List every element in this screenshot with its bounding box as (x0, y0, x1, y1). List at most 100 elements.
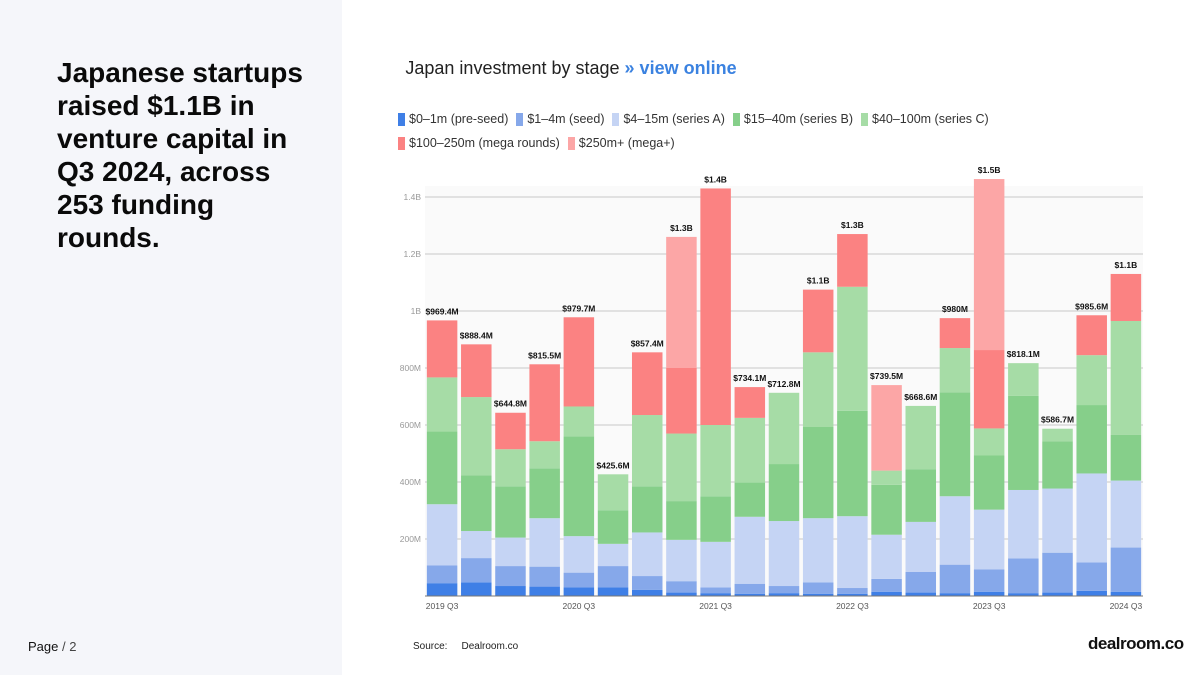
legend-label: $15–40m (series B) (743, 112, 853, 126)
y-tick-label: 200M (400, 534, 421, 544)
bar-segment (700, 593, 731, 596)
bar-segment (461, 558, 492, 583)
bar-segment (461, 531, 492, 559)
dealroom-logo: dealroom.co (1088, 634, 1184, 653)
legend-item[interactable]: $40–100m (series C) (861, 111, 989, 127)
legend-item[interactable]: $15–40m (series B) (732, 111, 853, 127)
bar-segment (495, 449, 526, 487)
bar-segment (631, 352, 663, 416)
y-tick-label: 800M (400, 363, 421, 373)
bar-total-label: $586.7M (1041, 415, 1074, 425)
legend-item[interactable]: $4–15m (series A) (612, 111, 725, 127)
bar-segment (837, 286, 868, 411)
bar-segment (495, 412, 526, 450)
bar-segment (495, 566, 526, 587)
bar-segment (837, 588, 868, 594)
bar-segment (1042, 441, 1073, 489)
legend-label: $250m+ (mega+) (578, 136, 675, 150)
bar-segment (802, 518, 834, 583)
bar-segment (871, 591, 902, 596)
bar-segment (426, 565, 458, 584)
bar-segment (905, 521, 937, 572)
bar-total-label: $1.4B (704, 174, 727, 184)
legend-item[interactable]: $1–4m (seed) (516, 111, 604, 127)
y-tick-label: 1B (411, 306, 422, 316)
bar-segment (631, 576, 663, 590)
page-indicator: Page / 2 (28, 639, 76, 654)
bar-segment (631, 415, 663, 487)
view-online-link[interactable]: » view online (624, 58, 737, 78)
bar-segment (768, 464, 800, 522)
bar-segment (837, 593, 868, 596)
bar-segment (905, 405, 937, 470)
bar-segment (973, 509, 1005, 570)
bar-segment (905, 469, 937, 522)
source-line: Source: Dealroom.co (413, 641, 518, 652)
bar-segment (871, 578, 902, 592)
bar-total-label: $739.5M (870, 371, 903, 381)
legend-item[interactable]: $0–1m (pre-seed) (398, 111, 508, 127)
legend-label: $4–15m (series A) (623, 112, 725, 126)
bar-total-label: $1.3B (670, 223, 693, 233)
legend-swatch (567, 136, 575, 150)
bar-total-label: $815.5M (528, 350, 561, 360)
bar-segment (734, 387, 766, 418)
bar-segment (1076, 590, 1107, 596)
legend-item[interactable]: $250m+ (mega+) (567, 135, 675, 151)
bar-segment (734, 417, 766, 483)
bar-segment (529, 441, 560, 469)
bar-segment (563, 536, 595, 573)
bar-segment (1042, 488, 1073, 553)
bar-total-label: $1.1B (807, 276, 830, 286)
x-tick-label: 2023 Q3 (973, 601, 1006, 611)
bar-segment (666, 236, 697, 368)
legend-item[interactable]: $100–250m (mega rounds) (398, 135, 560, 151)
bar-total-label: $985.6M (1075, 301, 1108, 311)
bar-segment (973, 455, 1005, 510)
bar-segment (563, 587, 595, 596)
bar-segment (666, 592, 697, 596)
bar-segment (734, 583, 766, 594)
source-value: Dealroom.co (461, 641, 519, 652)
bar-segment (871, 484, 902, 535)
y-tick-label: 600M (400, 420, 421, 430)
legend-swatch (612, 112, 620, 126)
y-tick-label: 1.4B (404, 192, 422, 202)
legend-label: $100–250m (mega rounds) (409, 136, 560, 150)
bar-segment (495, 537, 526, 567)
bar-segment (768, 593, 800, 596)
bar-segment (1076, 315, 1107, 356)
bar-segment (973, 428, 1005, 456)
bar-segment (529, 586, 560, 596)
x-tick-label: 2022 Q3 (836, 601, 869, 611)
bar-segment (631, 486, 663, 533)
bar-segment (1110, 320, 1142, 435)
bar-segment (871, 470, 902, 485)
bar-segment (939, 593, 971, 596)
bar-segment (666, 368, 697, 434)
chart-legend: $0–1m (pre-seed) $1–4m (seed) $4–15m (seri… (398, 111, 1158, 159)
legend-swatch (732, 112, 740, 126)
bar-segment (1008, 558, 1039, 594)
bar-segment (734, 482, 766, 517)
y-tick-label: 1.2B (404, 249, 422, 259)
bar-segment (563, 572, 595, 588)
bar-segment (802, 352, 834, 427)
bar-segment (1110, 480, 1142, 548)
bar-segment (768, 392, 800, 465)
bar-segment (768, 586, 800, 594)
bar-total-label: $818.1M (1007, 349, 1040, 359)
left-panel (0, 0, 342, 675)
bar-segment (529, 566, 560, 587)
bar-segment (1110, 547, 1142, 592)
bar-segment (939, 496, 971, 565)
bar-segment (939, 392, 971, 497)
bar-segment (802, 289, 834, 353)
bar-segment (1042, 428, 1073, 442)
bar-total-label: $1.1B (1115, 260, 1138, 270)
chart-title: Japan investment by stage (405, 58, 620, 78)
x-tick-label: 2021 Q3 (699, 601, 732, 611)
legend-swatch (398, 112, 405, 126)
bar-segment (802, 582, 834, 594)
bar-segment (837, 234, 868, 287)
